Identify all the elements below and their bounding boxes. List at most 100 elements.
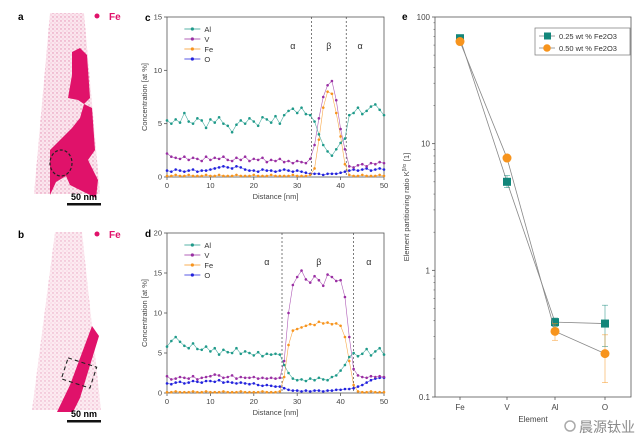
data-point-Al [191,122,195,125]
data-point-O [196,170,199,173]
series-O [165,165,386,177]
data-point-Al [265,352,269,356]
data-point-Fe [382,390,386,394]
x-tick-label: 50 [380,181,388,190]
data-point-Al [330,375,334,379]
data-point-Fe [317,320,321,324]
data-point-Fe [361,173,364,177]
data-point-O [304,171,308,175]
data-point-O [287,169,290,172]
data-point-V [321,284,325,288]
series-line-Fe [167,321,384,393]
series-line [459,41,606,354]
data-point-V [243,376,247,380]
data-point-O [187,381,190,384]
chart-c: c 0 10 20 30 40 50 0 5 10 15 Distance [nm] Concentra… [140,13,388,202]
data-point-Fe [287,343,290,347]
data-point-V [269,158,273,162]
data-point-Fe [361,390,364,394]
plot-frame [166,232,385,394]
series-025 [456,34,609,347]
data-point-V [165,152,169,155]
x-tick-label: 20 [250,181,258,190]
data-point-Fe [343,162,347,166]
data-point-Al [326,150,329,153]
series-Fe [165,90,386,178]
data-point-V [291,283,295,287]
data-point-Fe [252,173,256,177]
watermark: 晨源钛业 [579,419,635,434]
data-point-Al [374,103,377,106]
data-point-Al [226,124,230,128]
data-point-V [191,374,195,378]
data-point-O [217,166,221,169]
data-point-Fe [235,390,238,394]
data-point-Fe [274,390,277,394]
data-point-O [243,382,247,385]
data-point-Fe [269,173,273,177]
data-point-V [204,155,208,159]
data-point-V [300,269,303,272]
data-point-V [347,335,351,339]
data-point-Al [252,120,256,123]
legend-label: 0.25 wt % Fe2O3 [559,32,617,41]
panel-label-a: a [18,12,24,23]
data-point-V [196,378,199,381]
data-point-Al [282,113,286,117]
data-point-O [269,169,273,172]
phase-label: α [358,41,363,51]
data-point-O [365,381,368,384]
data-point-Fe [369,174,373,178]
data-point-V [230,374,234,377]
data-point-Al [213,346,217,350]
fe-legend-label: Fe [109,12,121,23]
y-axis-label-unit: [1] [402,153,411,161]
data-point-Fe [313,167,316,170]
data-point-O [200,381,204,384]
data-point-Al [304,112,308,116]
data-point-O [347,387,351,391]
data-point-Fe [300,326,303,329]
data-point-Fe [230,174,234,178]
data-point-V [269,376,273,380]
legend-label-O: O [204,55,210,64]
data-point-Fe [308,322,312,326]
legend-marker-O [190,57,194,61]
data-point-V [274,159,277,163]
legend-marker-O [190,273,194,277]
data-point-V [295,275,299,279]
data-point-V [261,376,264,380]
y-tick-label: 15 [154,269,162,278]
panel-label: c [145,13,151,24]
data-point-Al [174,335,177,339]
data-point-O [226,166,230,169]
data-point-O [204,169,208,172]
data-point-V [200,159,204,163]
data-point-V [274,377,277,380]
data-point-Fe [204,390,208,393]
data-point-Al [209,118,212,121]
data-point-Al [252,354,256,357]
data-point-O [222,381,225,384]
data-point-O [330,172,334,176]
data-point-O [174,168,177,171]
data-point-Al [217,115,221,119]
data-point-Fe [291,329,295,332]
data-point-V [334,279,338,283]
data-point-Fe [187,173,190,177]
data-point-Al [170,339,173,343]
data-point-O [369,169,373,172]
data-point-Fe [282,174,286,178]
data-point-Fe [209,174,212,178]
legend-marker-V [190,37,194,41]
y-tick-label: 10 [421,140,430,149]
panel-a-atom-map: a Fe 50 nm [18,12,121,206]
data-point-V [304,161,308,165]
data-point-V [369,374,373,378]
panel-label: d [145,229,151,240]
fe-legend-label: Fe [109,230,121,241]
y-axis-label: Concentration [at %] [140,279,149,347]
data-point-Fe [213,174,217,178]
data-point-O [178,380,182,384]
data-point-Fe [196,390,199,394]
